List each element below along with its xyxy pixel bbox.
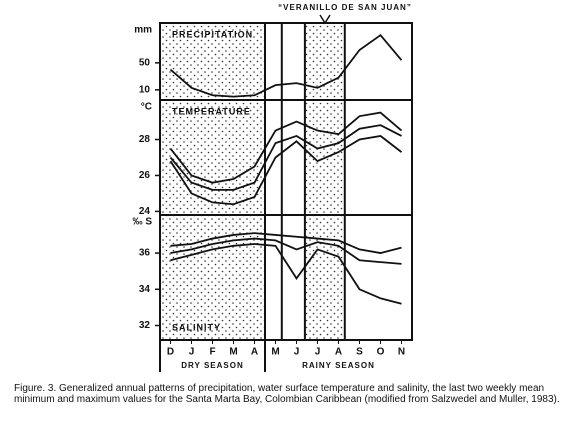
- y-tick-label: 10: [139, 85, 151, 96]
- x-tick-label: M: [271, 347, 279, 358]
- figure: “VERANILLO DE SAN JUAN” PRECIPITATION mm 5…: [133, 3, 413, 372]
- unit-label: °C: [141, 102, 152, 113]
- y-tick-label: 50: [139, 57, 151, 68]
- y-tick-label: 24: [139, 206, 151, 217]
- x-tick-label: S: [356, 347, 363, 358]
- x-tick-label: J: [189, 347, 195, 358]
- annotation: “VERANILLO DE SAN JUAN”: [278, 3, 412, 12]
- x-tick-label: O: [377, 347, 385, 358]
- season-label: DRY SEASON: [181, 361, 243, 370]
- season-label: RAINY SEASON: [302, 361, 375, 370]
- shaded-region: [160, 23, 265, 340]
- x-tick-label: N: [398, 347, 405, 358]
- panel-title: SALINITY: [172, 322, 221, 332]
- x-tick-label: F: [209, 347, 215, 358]
- unit-label: ‰ S: [133, 217, 153, 228]
- x-tick-label: M: [229, 347, 237, 358]
- y-tick-label: 32: [139, 320, 151, 331]
- y-tick-label: 26: [139, 170, 151, 181]
- arrow: [319, 14, 331, 25]
- y-tick-label: 34: [139, 284, 151, 295]
- y-tick-label: 36: [139, 248, 151, 259]
- x-tick-label: J: [294, 347, 300, 358]
- data-line: [170, 243, 402, 305]
- frame: [159, 22, 413, 341]
- data-line: [169, 124, 402, 191]
- data-line: [169, 33, 403, 98]
- data-line: [169, 111, 403, 184]
- data-line: [170, 232, 402, 254]
- caption: Figure. 3. Generalized annual patterns o…: [14, 383, 560, 405]
- x-tick-label: J: [315, 347, 321, 358]
- unit-label: mm: [134, 25, 152, 36]
- panel-title: PRECIPITATION: [172, 29, 253, 39]
- x-tick-label: D: [167, 347, 174, 358]
- y-tick-label: 28: [139, 134, 151, 145]
- data-line: [170, 237, 402, 265]
- x-tick-label: A: [251, 347, 258, 358]
- data-line: [169, 134, 403, 206]
- x-tick-label: A: [335, 347, 342, 358]
- shaded-region: [304, 23, 345, 340]
- panel-title: TEMPERATURE: [172, 106, 251, 116]
